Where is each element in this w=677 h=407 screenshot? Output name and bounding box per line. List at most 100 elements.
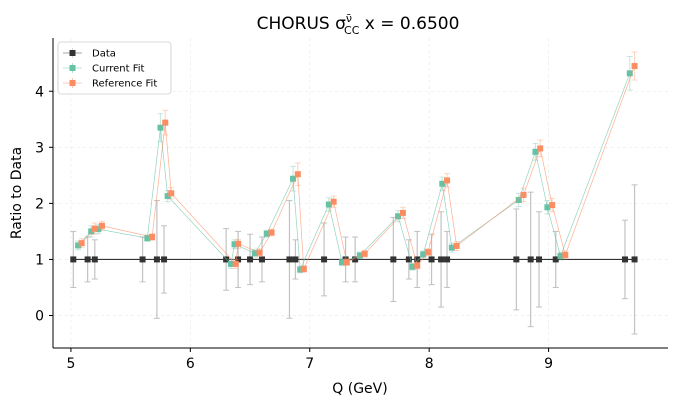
y-tick-label: 2 — [35, 196, 44, 212]
data-point — [552, 256, 559, 263]
x-tick-label: 8 — [425, 356, 434, 372]
data-point — [515, 197, 522, 204]
data-point — [300, 265, 307, 272]
x-tick-label: 9 — [544, 356, 553, 372]
legend-label: Data — [92, 49, 116, 60]
data-point — [251, 250, 258, 257]
data-point — [294, 171, 301, 178]
series-1 — [75, 55, 633, 274]
data-point — [168, 190, 175, 197]
y-tick-label: 1 — [35, 252, 44, 268]
data-point — [157, 124, 164, 131]
data-point — [88, 228, 95, 235]
data-point — [325, 201, 332, 208]
data-point — [258, 256, 265, 263]
y-ticks: 0 1 2 3 4 — [35, 84, 53, 324]
data-point — [409, 263, 416, 270]
data-point — [453, 242, 460, 249]
chart-title: CHORUS σν̄ CC x = 0.6500 — [257, 12, 460, 37]
x-tick-label: 7 — [305, 356, 314, 372]
data-point — [631, 63, 638, 70]
data-point — [292, 256, 299, 263]
data-point — [75, 242, 82, 249]
data-point — [78, 240, 85, 247]
x-tick-label: 6 — [186, 356, 195, 372]
data-point — [235, 240, 242, 247]
data-point — [223, 256, 230, 263]
data-point — [256, 249, 263, 256]
data-point — [263, 230, 270, 237]
data-point — [361, 250, 368, 257]
data-point — [448, 244, 455, 251]
y-tick-label: 3 — [35, 140, 44, 156]
data-point — [395, 213, 402, 220]
data-point — [84, 256, 91, 263]
data-point — [268, 229, 275, 236]
data-point — [562, 251, 569, 258]
legend: Data Current Fit Reference Fit — [57, 41, 172, 95]
data-point — [513, 256, 520, 263]
data-point — [537, 145, 544, 152]
data-point — [405, 256, 412, 263]
data-point — [622, 256, 629, 263]
data-point — [343, 259, 350, 266]
data-point — [70, 256, 77, 263]
x-ticks: 5 6 7 8 9 — [66, 348, 553, 372]
data-point — [438, 256, 445, 263]
data-point — [439, 180, 446, 187]
chart-title-sup: ν̄ — [346, 12, 352, 25]
data-point — [164, 193, 171, 200]
data-point — [420, 251, 427, 258]
data-point — [527, 256, 534, 263]
data-point — [153, 256, 160, 263]
data-point — [520, 191, 527, 198]
data-point — [338, 259, 345, 266]
data-point — [390, 256, 397, 263]
data-point — [149, 234, 156, 241]
data-point — [444, 256, 451, 263]
data-point — [162, 119, 169, 126]
legend-marker — [69, 80, 76, 86]
series-layer — [70, 51, 638, 335]
legend-marker — [69, 50, 76, 56]
plot-area — [53, 38, 668, 348]
data-point — [98, 222, 105, 229]
data-point — [544, 204, 551, 211]
legend-box — [57, 41, 172, 95]
legend-label: Current Fit — [92, 64, 145, 75]
data-point — [95, 226, 102, 233]
data-point — [424, 249, 431, 256]
y-tick-label: 4 — [35, 84, 44, 100]
series-0 — [70, 184, 638, 335]
legend-marker — [69, 65, 76, 71]
data-point — [286, 256, 293, 263]
data-point — [356, 252, 363, 259]
data-point — [549, 202, 556, 209]
data-point — [414, 262, 421, 269]
data-point — [330, 198, 337, 205]
chart-title-main: CHORUS σ — [257, 14, 346, 34]
x-axis-label: Q (GeV) — [332, 381, 387, 397]
data-point — [235, 256, 242, 263]
chart-title-sub: CC — [344, 24, 360, 37]
y-axis-label: Ratio to Data — [9, 147, 25, 239]
data-point — [532, 148, 539, 155]
series-2 — [78, 51, 638, 273]
data-point — [297, 266, 304, 273]
legend-label: Reference Fit — [92, 79, 157, 90]
data-point — [557, 253, 564, 260]
data-point — [321, 256, 328, 263]
data-point — [227, 260, 234, 267]
data-point — [536, 256, 543, 263]
chart-title-rest: x = 0.6500 — [359, 14, 459, 34]
x-tick-label: 5 — [66, 356, 75, 372]
data-point — [91, 225, 98, 232]
data-point — [444, 177, 451, 184]
data-point — [626, 70, 633, 77]
data-point — [144, 235, 151, 242]
data-point — [428, 256, 435, 263]
data-point — [231, 241, 238, 248]
data-point — [139, 256, 146, 263]
data-point — [631, 256, 638, 263]
